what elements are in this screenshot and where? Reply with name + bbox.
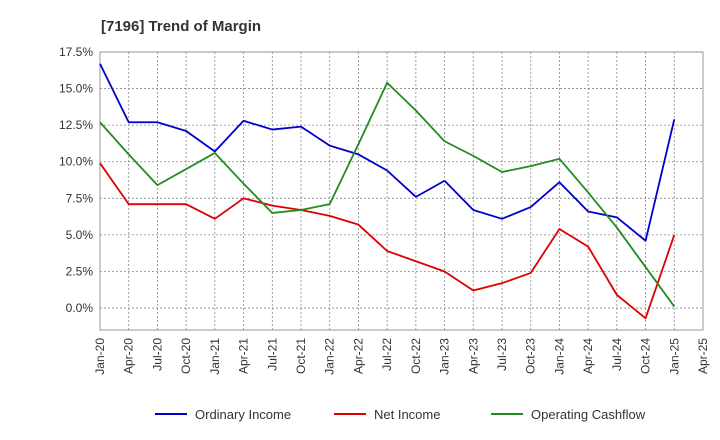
- series-line-2: [99, 81, 676, 308]
- y-tick-label: 15.0%: [59, 82, 93, 96]
- x-tick-label: Oct-24: [639, 338, 653, 374]
- x-tick-label: Jan-21: [208, 338, 222, 375]
- x-tick-label: Jul-24: [610, 338, 624, 371]
- gridlines: [100, 51, 703, 330]
- x-tick-label: Jan-23: [438, 338, 452, 375]
- series-line-1: [99, 162, 676, 320]
- x-axis-tick-labels: Jan-20 Apr-20 Jul-20 Oct-20 Jan-21 Apr-21 Jul-…: [93, 338, 710, 375]
- y-axis-tick-labels: 0.0% 2.5% 5.0% 7.5% 10.0% 12.5% 15.0% 17.5%: [59, 45, 93, 315]
- x-tick-label: Jan-24: [552, 338, 566, 375]
- x-tick-label: Apr-25: [696, 338, 710, 374]
- legend: Ordinary Income Net Income Operating Cashf…: [155, 407, 646, 422]
- legend-label-1: Net Income: [374, 407, 440, 422]
- x-tick-label: Jul-20: [150, 338, 164, 371]
- x-tick-label: Jul-21: [265, 338, 279, 371]
- series-line-0: [99, 63, 676, 242]
- y-tick-label: 5.0%: [66, 228, 94, 242]
- x-tick-label: Oct-23: [524, 338, 538, 374]
- y-tick-label: 10.0%: [59, 155, 93, 169]
- x-tick-label: Jul-23: [495, 338, 509, 371]
- x-tick-label: Oct-20: [179, 338, 193, 374]
- x-tick-label: Oct-22: [409, 338, 423, 374]
- x-tick-label: Apr-23: [466, 338, 480, 374]
- x-tick-label: Apr-22: [351, 338, 365, 374]
- x-tick-label: Apr-20: [122, 338, 136, 374]
- chart-title: [7196] Trend of Margin: [101, 18, 261, 35]
- legend-label-0: Ordinary Income: [195, 407, 291, 422]
- x-tick-label: Apr-21: [237, 338, 251, 374]
- y-tick-label: 12.5%: [59, 118, 93, 132]
- x-tick-label: Apr-24: [581, 338, 595, 374]
- y-tick-label: 2.5%: [66, 264, 94, 278]
- y-tick-label: 17.5%: [59, 45, 93, 59]
- x-tick-label: Jan-20: [93, 338, 107, 375]
- x-tick-label: Jan-25: [667, 338, 681, 375]
- x-tick-label: Jul-22: [380, 338, 394, 371]
- y-tick-label: 7.5%: [66, 191, 94, 205]
- y-tick-label: 0.0%: [66, 301, 94, 315]
- plot-area: [99, 51, 704, 331]
- x-tick-label: Jan-22: [323, 338, 337, 375]
- legend-label-2: Operating Cashflow: [531, 407, 646, 422]
- x-tick-label: Oct-21: [294, 338, 308, 374]
- series-lines: [99, 63, 676, 320]
